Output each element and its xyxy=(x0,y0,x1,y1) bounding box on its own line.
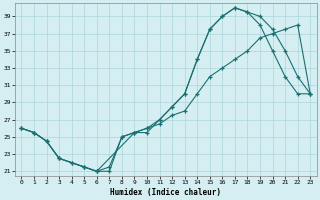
X-axis label: Humidex (Indice chaleur): Humidex (Indice chaleur) xyxy=(110,188,221,197)
